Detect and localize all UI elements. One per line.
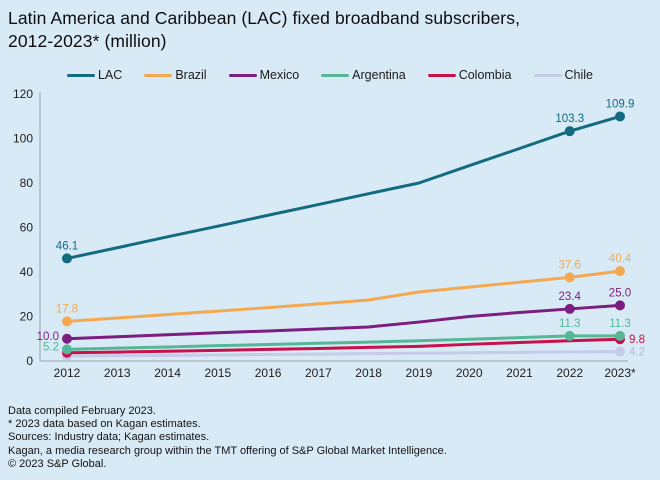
chart-title-line-2: 2012-2023* (million) — [8, 31, 167, 52]
y-tick-label-120: 120 — [13, 88, 33, 101]
x-tick-label-2023: 2023* — [604, 366, 636, 380]
legend-label-argentina: Argentina — [352, 68, 406, 82]
value-label-chile-2023: 4.2 — [629, 347, 645, 359]
legend-swatch-brazil — [144, 73, 173, 77]
footer-note-estimate: * 2023 data based on Kagan estimates. — [8, 418, 201, 431]
value-label-lac-2012: 46.1 — [56, 240, 78, 252]
legend-swatch-mexico — [228, 73, 257, 77]
x-tick-label-2012: 2012 — [54, 366, 81, 380]
legend-item-chile: Chile — [533, 68, 594, 82]
y-tick-label-100: 100 — [13, 132, 33, 146]
legend: LAC Brazil Mexico Argentina Colombia Chile — [0, 68, 660, 82]
legend-swatch-chile — [533, 73, 562, 77]
y-tick-label-20: 20 — [20, 310, 34, 324]
series-line-brazil — [65, 269, 622, 323]
legend-label-chile: Chile — [564, 68, 594, 82]
legend-label-mexico: Mexico — [259, 68, 300, 82]
point-brazil-2012 — [62, 316, 72, 327]
legend-swatch-lac — [66, 73, 95, 77]
value-label-brazil-2023: 40.4 — [609, 253, 632, 265]
point-mexico-2012 — [62, 333, 72, 344]
point-brazil-2023 — [615, 266, 625, 277]
y-tick-label-40: 40 — [20, 265, 34, 279]
value-label-argentina-2012: 5.2 — [43, 341, 59, 353]
legend-label-lac: LAC — [97, 68, 123, 82]
x-tick-label-2018: 2018 — [355, 366, 382, 380]
legend-swatch-argentina — [321, 73, 350, 77]
footer-note-compiled: Data compiled February 2023. — [8, 405, 156, 417]
value-label-colombia-2023: 9.8 — [629, 334, 645, 346]
footer-note-copyright: © 2023 S&P Global. — [8, 457, 107, 470]
legend-item-colombia: Colombia — [427, 68, 512, 82]
y-tick-label-0: 0 — [26, 354, 33, 368]
point-mexico-2022 — [564, 303, 575, 314]
legend-swatch-colombia — [427, 73, 456, 77]
series-line-mexico — [65, 303, 622, 341]
series-line-colombia — [65, 337, 622, 355]
chart-title-line-1: Latin America and Caribbean (LAC) fixed … — [8, 8, 521, 28]
value-label-brazil-2012: 17.8 — [56, 303, 78, 315]
value-label-mexico-2023: 25.0 — [609, 287, 631, 299]
chart-title: Latin America and Caribbean (LAC) fixed … — [8, 7, 520, 53]
value-label-mexico-2012: 10.0 — [37, 331, 59, 343]
point-lac-2023 — [615, 111, 625, 122]
x-tick-label-2013: 2013 — [104, 366, 131, 380]
footer-notes: Data compiled February 2023. * 2023 data… — [8, 405, 447, 471]
legend-item-argentina: Argentina — [321, 68, 406, 82]
series-line-chile — [65, 350, 622, 358]
point-brazil-2022 — [564, 272, 575, 283]
legend-item-brazil: Brazil — [144, 68, 207, 82]
y-tick-label-60: 60 — [20, 221, 34, 235]
y-tick-label-80: 80 — [20, 176, 34, 190]
point-lac-2012 — [62, 253, 72, 264]
point-mexico-2023 — [615, 300, 625, 311]
legend-label-brazil: Brazil — [175, 68, 207, 82]
x-tick-label-2015: 2015 — [204, 366, 231, 380]
point-argentina-2023 — [615, 330, 625, 341]
chart-svg: 0 20 40 60 80 100 120 2012 2013 2014 2015 2016 2017 2… — [13, 87, 645, 380]
point-argentina-2012 — [62, 344, 72, 355]
series-line-lac — [65, 114, 622, 260]
value-label-lac-2022: 103.3 — [555, 113, 584, 125]
x-tick-label-2021: 2021 — [506, 366, 533, 380]
x-tick-label-2017: 2017 — [305, 366, 332, 380]
legend-item-mexico: Mexico — [228, 68, 300, 82]
x-tick-label-2016: 2016 — [255, 366, 282, 380]
point-lac-2022 — [564, 126, 575, 137]
x-tick-label-2020: 2020 — [456, 366, 483, 380]
value-label-brazil-2022: 37.6 — [559, 259, 581, 271]
chart-area: 0 20 40 60 80 100 120 2012 2013 2014 2015 2016 2017 2… — [0, 87, 660, 390]
footer-note-kagan: Kagan, a media research group within the… — [8, 444, 447, 457]
series-line-argentina — [65, 334, 622, 351]
point-chile-2023 — [615, 346, 625, 357]
value-label-lac-2023: 109.9 — [606, 98, 635, 110]
x-tick-label-2014: 2014 — [154, 366, 181, 380]
x-tick-label-2022: 2022 — [556, 366, 583, 380]
footer-note-sources: Sources: Industry data; Kagan estimates. — [8, 431, 210, 444]
value-label-argentina-2023: 11.3 — [609, 318, 631, 330]
legend-item-lac: LAC — [66, 68, 123, 82]
point-argentina-2022 — [564, 330, 575, 341]
value-label-argentina-2022: 11.3 — [559, 318, 581, 330]
value-label-mexico-2022: 23.4 — [559, 291, 582, 303]
legend-label-colombia: Colombia — [458, 68, 512, 82]
x-tick-label-2019: 2019 — [406, 366, 433, 380]
